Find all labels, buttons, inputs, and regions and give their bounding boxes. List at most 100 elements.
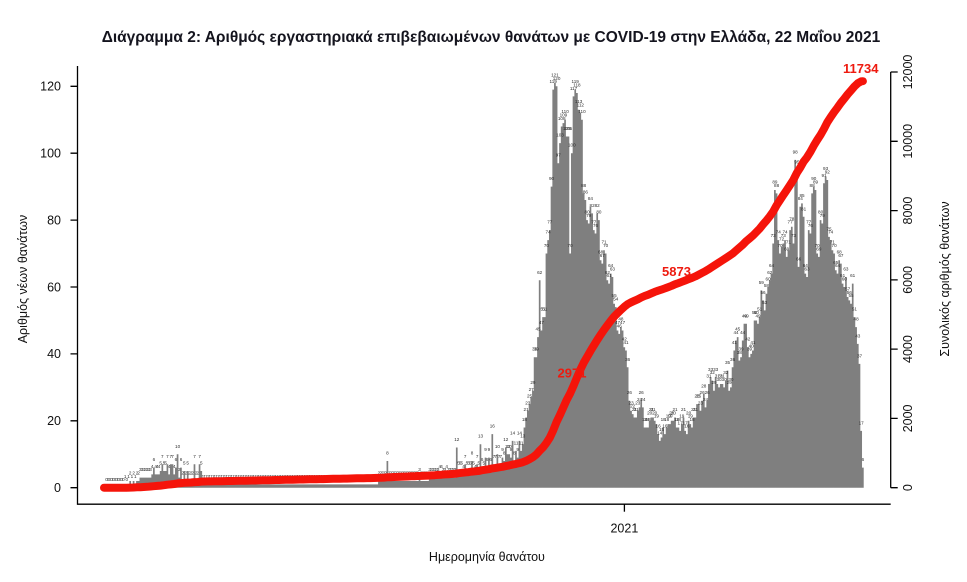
- svg-text:4: 4: [439, 464, 442, 469]
- svg-text:7: 7: [493, 454, 496, 459]
- svg-text:77: 77: [806, 220, 812, 225]
- svg-text:112: 112: [577, 103, 585, 108]
- svg-text:25: 25: [696, 394, 702, 399]
- svg-text:1: 1: [227, 474, 230, 479]
- svg-text:5873: 5873: [662, 264, 691, 279]
- svg-text:8: 8: [513, 450, 516, 455]
- svg-text:30: 30: [722, 377, 728, 382]
- svg-text:47: 47: [539, 320, 545, 325]
- svg-text:119: 119: [550, 79, 558, 84]
- svg-text:54: 54: [613, 297, 619, 302]
- svg-text:26: 26: [705, 390, 711, 395]
- svg-text:70: 70: [815, 243, 821, 248]
- svg-text:100: 100: [568, 143, 576, 148]
- svg-text:1: 1: [229, 474, 232, 479]
- svg-text:89: 89: [772, 180, 778, 185]
- svg-text:20: 20: [652, 410, 658, 415]
- svg-text:4000: 4000: [901, 335, 915, 363]
- svg-text:50: 50: [754, 310, 760, 315]
- svg-text:2: 2: [379, 471, 382, 476]
- svg-text:10: 10: [495, 444, 501, 449]
- svg-text:4: 4: [462, 464, 465, 469]
- svg-text:11: 11: [514, 440, 519, 445]
- svg-text:46: 46: [617, 323, 623, 328]
- svg-text:2: 2: [388, 471, 391, 476]
- svg-text:23: 23: [698, 400, 704, 405]
- svg-text:45: 45: [735, 327, 741, 332]
- svg-text:4: 4: [154, 464, 157, 469]
- svg-text:2: 2: [383, 471, 386, 476]
- svg-text:1: 1: [222, 474, 225, 479]
- svg-text:2: 2: [192, 471, 195, 476]
- svg-text:Διάγραμμα 2: Αριθμός εργαστηρι: Διάγραμμα 2: Αριθμός εργαστηριακά επιβεβ…: [102, 29, 881, 46]
- svg-text:47: 47: [615, 320, 621, 325]
- svg-text:19: 19: [666, 414, 672, 419]
- svg-text:66: 66: [796, 256, 802, 261]
- svg-text:29: 29: [530, 380, 536, 385]
- svg-text:8: 8: [471, 450, 474, 455]
- svg-text:2: 2: [378, 471, 381, 476]
- svg-text:1: 1: [134, 474, 137, 479]
- svg-text:73: 73: [791, 233, 797, 238]
- svg-text:64: 64: [803, 263, 809, 268]
- svg-text:39: 39: [534, 347, 540, 352]
- svg-text:60: 60: [47, 280, 61, 294]
- svg-text:3: 3: [428, 467, 431, 472]
- svg-text:21: 21: [524, 407, 530, 412]
- svg-text:19: 19: [679, 414, 685, 419]
- svg-text:31: 31: [718, 374, 724, 379]
- svg-text:6: 6: [175, 457, 178, 462]
- svg-text:18: 18: [645, 417, 651, 422]
- svg-text:1: 1: [214, 474, 217, 479]
- svg-text:44: 44: [733, 330, 739, 335]
- svg-text:Ημερομηνία θανάτου: Ημερομηνία θανάτου: [429, 550, 545, 564]
- svg-text:13: 13: [478, 434, 484, 439]
- svg-text:2: 2: [136, 471, 139, 476]
- svg-text:74: 74: [828, 230, 834, 235]
- svg-text:16: 16: [684, 424, 690, 429]
- svg-text:1: 1: [244, 474, 247, 479]
- svg-text:3: 3: [449, 467, 452, 472]
- svg-text:1: 1: [225, 474, 228, 479]
- svg-text:1: 1: [236, 474, 239, 479]
- svg-text:64: 64: [608, 263, 614, 268]
- svg-text:2: 2: [391, 471, 394, 476]
- svg-text:50: 50: [752, 310, 758, 315]
- svg-text:88: 88: [774, 183, 780, 188]
- svg-text:49: 49: [744, 313, 750, 318]
- svg-text:103: 103: [556, 133, 564, 138]
- svg-text:35: 35: [725, 360, 731, 365]
- svg-text:121: 121: [551, 73, 559, 78]
- svg-text:20: 20: [671, 410, 677, 415]
- svg-text:21: 21: [693, 407, 699, 412]
- svg-text:69: 69: [816, 246, 822, 251]
- svg-text:2: 2: [195, 471, 198, 476]
- svg-text:110: 110: [578, 109, 586, 114]
- svg-text:16: 16: [662, 424, 668, 429]
- svg-text:7: 7: [464, 454, 467, 459]
- svg-text:1: 1: [207, 474, 210, 479]
- svg-text:89: 89: [813, 180, 819, 185]
- svg-text:6: 6: [489, 457, 492, 462]
- svg-text:61: 61: [840, 273, 846, 278]
- svg-text:5: 5: [469, 461, 472, 466]
- svg-text:1: 1: [217, 474, 220, 479]
- svg-text:2971: 2971: [558, 366, 587, 381]
- svg-text:3: 3: [432, 467, 435, 472]
- svg-text:17: 17: [683, 420, 689, 425]
- svg-text:20: 20: [647, 410, 653, 415]
- svg-text:7: 7: [498, 454, 501, 459]
- svg-text:39: 39: [532, 347, 538, 352]
- svg-text:7: 7: [193, 454, 196, 459]
- svg-text:3: 3: [447, 467, 450, 472]
- svg-text:1: 1: [127, 474, 130, 479]
- svg-text:120: 120: [553, 76, 561, 81]
- svg-text:3: 3: [430, 467, 433, 472]
- svg-text:25: 25: [694, 394, 700, 399]
- svg-text:0: 0: [114, 477, 117, 482]
- svg-text:62: 62: [767, 270, 773, 275]
- svg-text:62: 62: [605, 270, 611, 275]
- svg-text:2: 2: [197, 471, 200, 476]
- svg-text:84: 84: [798, 196, 804, 201]
- svg-text:3: 3: [444, 467, 447, 472]
